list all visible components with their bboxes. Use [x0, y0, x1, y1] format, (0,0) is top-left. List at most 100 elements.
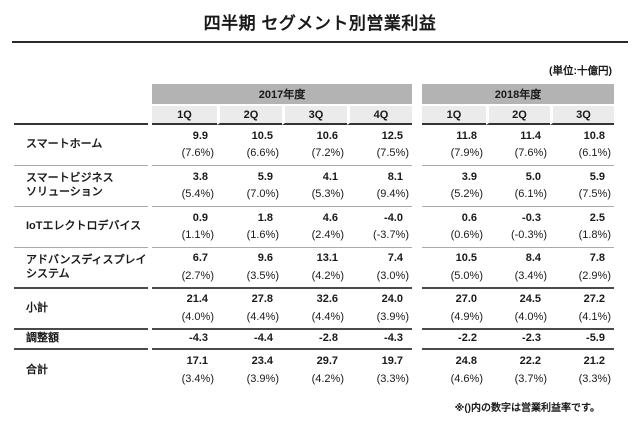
quarter-header-row: 1Q 2Q 3Q 4Q 1Q 2Q 3Q — [14, 106, 640, 125]
quarter-header: 1Q — [152, 106, 217, 125]
margin-pct: (3.9%) — [246, 372, 279, 385]
margin-pct: (1.1%) — [181, 229, 214, 241]
value-cell: 11.4 (7.6%) — [486, 125, 550, 166]
row-label: スマートビジネス ソリューション — [14, 166, 148, 207]
margin-pct: (3.5%) — [246, 269, 279, 282]
value: 21.4 — [186, 293, 208, 306]
value: 9.9 — [192, 129, 208, 142]
margin-pct: (-3.7%) — [372, 229, 409, 241]
table-row: 小計 21.4 (4.0%) 27.8 (4.4%) 32.6 (4.4%) 24.0… — [14, 289, 640, 330]
value: 0.9 — [192, 211, 208, 224]
value: 5.9 — [257, 170, 273, 183]
value-cell: 9.9 (7.6%) — [152, 125, 217, 166]
title-underline — [12, 41, 628, 43]
footnote: ※()内の数字は営業利益率です。 — [454, 403, 600, 414]
value-cell: 10.5 (5.0%) — [422, 248, 486, 289]
quarter-header: 2Q — [486, 106, 550, 125]
value-cell: 3.9 (5.2%) — [422, 166, 486, 207]
margin-pct: (3.3%) — [578, 372, 611, 385]
value-cell: -4.3 — [152, 330, 217, 350]
row-label: 調整額 — [14, 330, 148, 350]
segment-profit-table: 2017年度 2018年度 1Q 2Q 3Q 4Q 1Q 2Q 3Q スマートホ… — [14, 84, 640, 391]
value: -2.2 — [458, 332, 477, 345]
value-cell: 12.5 (7.5%) — [347, 125, 412, 166]
margin-pct: (4.0%) — [514, 310, 547, 323]
value: 5.0 — [525, 170, 541, 183]
row-label: スマートホーム — [14, 125, 148, 166]
year-header-2017: 2017年度 — [152, 84, 412, 104]
value: 7.4 — [387, 252, 403, 265]
value: 4.1 — [322, 170, 338, 183]
value-cell: 17.1 (3.4%) — [152, 350, 217, 391]
value-cell: 2.5 (1.8%) — [550, 207, 614, 248]
value: -2.3 — [522, 332, 541, 345]
value: -4.0 — [384, 211, 403, 224]
margin-pct: (1.8%) — [578, 229, 611, 241]
value: 11.8 — [456, 129, 477, 142]
value: 10.6 — [316, 129, 338, 142]
value-cell: 10.8 (6.1%) — [550, 125, 614, 166]
margin-pct: (4.2%) — [311, 269, 344, 282]
value-cell: 24.0 (3.9%) — [347, 289, 412, 330]
margin-pct: (0.6%) — [450, 229, 483, 241]
slide: 四半期 セグメント別営業利益 (単位:十億円) 2017年度 2018年度 1Q… — [0, 9, 640, 414]
page-title: 四半期 セグメント別営業利益 — [203, 14, 437, 33]
value-cell: 1.8 (1.6%) — [217, 207, 282, 248]
value-cell: -4.0 (-3.7%) — [347, 207, 412, 248]
value: 19.7 — [381, 355, 403, 368]
margin-pct: (4.0%) — [181, 310, 214, 323]
value-cell: 10.5 (6.6%) — [217, 125, 282, 166]
quarter-header: 1Q — [422, 106, 486, 125]
value: 8.4 — [525, 252, 541, 265]
value-cell: 27.0 (4.9%) — [422, 289, 486, 330]
quarter-header: 2Q — [217, 106, 282, 125]
margin-pct: (7.0%) — [246, 188, 279, 200]
value-cell: 22.2 (3.7%) — [486, 350, 550, 391]
margin-pct: (3.4%) — [514, 269, 547, 282]
value-cell: 13.1 (4.2%) — [282, 248, 347, 289]
value-cell: 23.4 (3.9%) — [217, 350, 282, 391]
value: 8.1 — [387, 170, 403, 183]
margin-pct: (6.6%) — [246, 147, 279, 159]
value: 29.7 — [316, 355, 338, 368]
value-cell: 5.9 (7.5%) — [550, 166, 614, 207]
value: 23.4 — [251, 355, 273, 368]
value-cell: 6.7 (2.7%) — [152, 248, 217, 289]
value: -5.9 — [586, 332, 605, 345]
value: 3.8 — [192, 170, 208, 183]
value-cell: 8.1 (9.4%) — [347, 166, 412, 207]
margin-pct: (7.6%) — [181, 147, 214, 159]
value-cell: 24.5 (4.0%) — [486, 289, 550, 330]
value: 1.8 — [257, 211, 273, 224]
value-cell: 32.6 (4.4%) — [282, 289, 347, 330]
value: 24.0 — [381, 293, 403, 306]
quarter-header: 3Q — [282, 106, 347, 125]
value-cell: 27.8 (4.4%) — [217, 289, 282, 330]
table-row: IoTエレクトロデバイス 0.9 (1.1%) 1.8 (1.6%) 4.6 (2.4… — [14, 207, 640, 248]
value-cell: 0.9 (1.1%) — [152, 207, 217, 248]
value-cell: 8.4 (3.4%) — [486, 248, 550, 289]
value: -4.4 — [254, 332, 273, 345]
table-rows: スマートホーム 9.9 (7.6%) 10.5 (6.6%) 10.6 (7.2%) … — [14, 125, 640, 391]
value-cell: 27.2 (4.1%) — [550, 289, 614, 330]
value-cell: 4.1 (5.3%) — [282, 166, 347, 207]
value-cell: 7.8 (2.9%) — [550, 248, 614, 289]
row-label: アドバンスディスプレイ システム — [14, 248, 148, 289]
quarter-header: 4Q — [347, 106, 412, 125]
value: 11.4 — [520, 129, 541, 142]
margin-pct: (7.6%) — [514, 147, 547, 159]
value: 22.2 — [519, 355, 541, 368]
value: 27.2 — [583, 293, 605, 306]
margin-pct: (4.4%) — [311, 310, 344, 323]
value-cell: -0.3 (-0.3%) — [486, 207, 550, 248]
value: -4.3 — [189, 332, 208, 345]
value: 13.1 — [316, 252, 338, 265]
margin-pct: (4.6%) — [450, 372, 483, 385]
value: 2.5 — [589, 211, 605, 224]
table-row: スマートホーム 9.9 (7.6%) 10.5 (6.6%) 10.6 (7.2%) … — [14, 125, 640, 166]
value-cell: 5.0 (6.1%) — [486, 166, 550, 207]
margin-pct: (7.2%) — [311, 147, 344, 159]
year-header-row: 2017年度 2018年度 — [14, 84, 640, 104]
margin-pct: (4.9%) — [450, 310, 483, 323]
row-label: 合計 — [26, 363, 48, 376]
